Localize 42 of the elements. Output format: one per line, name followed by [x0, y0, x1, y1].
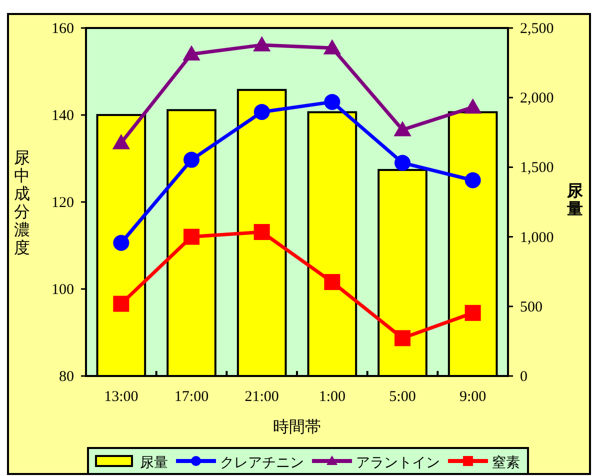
x-tick-label: 17:00 [174, 389, 209, 405]
y2-axis-title: 尿量 [566, 183, 584, 218]
y2-tick-label: 1,500 [520, 160, 554, 176]
x-tick-label: 21:00 [244, 389, 279, 405]
point [323, 39, 341, 54]
legend-label: 窒素 [492, 455, 520, 471]
point [113, 234, 130, 251]
point [113, 296, 130, 312]
x-axis-title: 時間帯 [273, 418, 321, 436]
point [324, 94, 340, 110]
point [182, 45, 200, 60]
y-tick-label: 140 [52, 108, 74, 124]
point [254, 104, 270, 120]
point [394, 120, 412, 136]
point [253, 36, 271, 52]
point [254, 224, 270, 240]
y2-tick-label: 1,000 [520, 230, 554, 246]
point [394, 330, 410, 346]
legend-label: アラントイン [356, 456, 440, 471]
x-tick-label: 13:00 [104, 389, 138, 405]
y-tick-label: 120 [52, 195, 74, 211]
y-tick-label: 100 [52, 282, 74, 298]
point [464, 98, 482, 114]
legend-label: クレアチニン [220, 456, 304, 471]
y2-tick-label: 500 [520, 299, 542, 316]
point [112, 134, 130, 150]
x-tick-label: 5:00 [389, 389, 416, 405]
point [184, 152, 200, 168]
y2-tick-label: 2,500 [520, 21, 554, 37]
point [464, 304, 481, 321]
y2-tick-label: 2,000 [520, 90, 554, 107]
point [324, 274, 340, 290]
x-tick-label: 9:00 [459, 389, 486, 405]
legend-label: 尿量 [140, 456, 168, 471]
y-axis-title: 尿中成分濃度 [14, 150, 30, 257]
x-tick-label: 1:00 [318, 389, 346, 405]
point [464, 172, 481, 188]
y2-tick-label: 0 [520, 369, 528, 385]
point [184, 228, 200, 245]
y-tick-label: 80 [59, 369, 74, 385]
y-tick-label: 160 [52, 21, 74, 37]
point [394, 154, 410, 171]
